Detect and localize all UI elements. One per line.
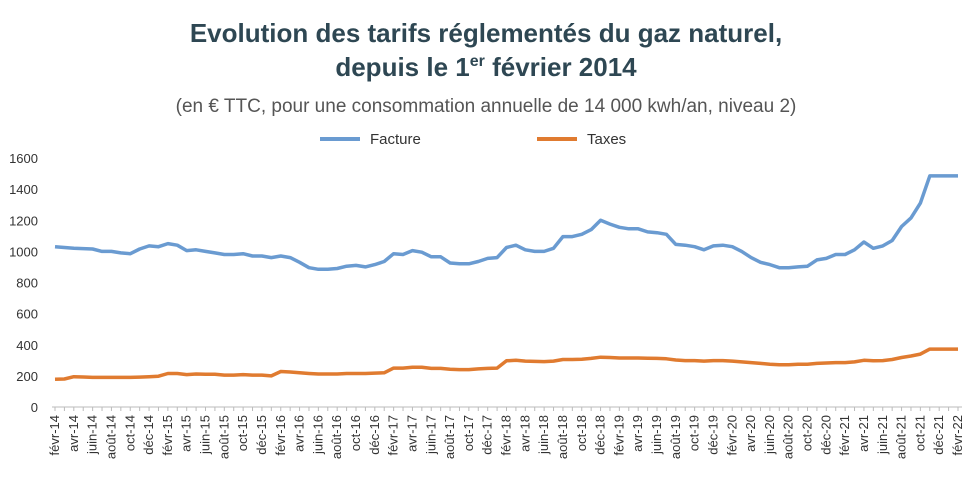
x-tick-label: juin-15	[198, 415, 213, 455]
x-tick-label: août-14	[103, 415, 118, 459]
x-tick-label: févr-20	[724, 415, 739, 455]
x-tick-label: déc-20	[818, 415, 833, 455]
x-tick-label: avr-21	[856, 415, 871, 452]
x-tick-label: déc-17	[480, 415, 495, 455]
x-tick-label: févr-21	[837, 415, 852, 455]
y-tick-label: 0	[31, 400, 38, 415]
x-tick-label: juin-19	[649, 415, 664, 455]
y-tick-label: 400	[16, 338, 38, 353]
x-tick-label: févr-16	[273, 415, 288, 455]
x-tick-label: avr-17	[404, 415, 419, 452]
y-tick-label: 1400	[9, 182, 38, 197]
title-part: depuis le 1	[335, 52, 469, 82]
y-tick-label: 1200	[9, 213, 38, 228]
x-tick-label: déc-21	[931, 415, 946, 455]
title-part: février 2014	[485, 52, 637, 82]
x-tick-label: avr-19	[630, 415, 645, 452]
y-tick-label: 600	[16, 307, 38, 322]
y-tick-label: 800	[16, 276, 38, 291]
x-tick-label: févr-15	[160, 415, 175, 455]
x-tick-label: juin-18	[536, 415, 551, 455]
x-tick-label: août-19	[668, 415, 683, 459]
x-tick-label: juin-14	[85, 415, 100, 455]
x-tick-label: avr-20	[743, 415, 758, 452]
x-tick-label: août-20	[781, 415, 796, 459]
x-tick-label: déc-16	[367, 415, 382, 455]
x-tick-label: août-21	[894, 415, 909, 459]
x-tick-label: juin-21	[875, 415, 890, 455]
x-tick-label: avr-14	[66, 415, 81, 452]
x-tick-label: déc-14	[141, 415, 156, 455]
x-tick-label: févr-14	[47, 415, 62, 455]
x-tick-label: oct-20	[800, 415, 815, 451]
x-tick-label: oct-21	[912, 415, 927, 451]
x-tick-label: oct-19	[687, 415, 702, 451]
series-line	[54, 174, 958, 272]
x-tick-label: févr-19	[611, 415, 626, 455]
x-tick-label: févr-17	[386, 415, 401, 455]
x-tick-label: août-15	[216, 415, 231, 459]
x-tick-label: août-18	[555, 415, 570, 459]
y-tick-label: 1600	[9, 151, 38, 166]
title-sup: er	[470, 53, 485, 70]
chart-title: depuis le 1er février 2014	[335, 52, 637, 82]
x-tick-label: avr-15	[179, 415, 194, 452]
x-tick-label: oct-15	[235, 415, 250, 451]
x-tick-label: oct-14	[122, 415, 137, 451]
x-tick-label: avr-18	[517, 415, 532, 452]
x-tick-label: juin-20	[762, 415, 777, 455]
x-tick-label: juin-16	[310, 415, 325, 455]
y-tick-label: 200	[16, 369, 38, 384]
x-tick-label: août-17	[442, 415, 457, 459]
x-tick-label: août-16	[329, 415, 344, 459]
x-tick-label: déc-15	[254, 415, 269, 455]
x-tick-label: juin-17	[423, 415, 438, 455]
chart-title: Evolution des tarifs réglementés du gaz …	[190, 18, 782, 48]
chart-subtitle: (en € TTC, pour une consommation annuell…	[176, 96, 797, 117]
x-tick-label: oct-17	[461, 415, 476, 451]
x-tick-label: oct-18	[574, 415, 589, 451]
x-tick-label: févr-22	[950, 415, 965, 455]
x-tick-label: févr-18	[499, 415, 514, 455]
x-tick-label: avr-16	[292, 415, 307, 452]
x-tick-label: oct-16	[348, 415, 363, 451]
legend-label: Taxes	[587, 131, 626, 148]
series-line	[54, 347, 958, 382]
legend-label: Facture	[370, 131, 421, 148]
x-tick-label: déc-19	[705, 415, 720, 455]
y-tick-label: 1000	[9, 244, 38, 259]
x-tick-label: déc-18	[593, 415, 608, 455]
